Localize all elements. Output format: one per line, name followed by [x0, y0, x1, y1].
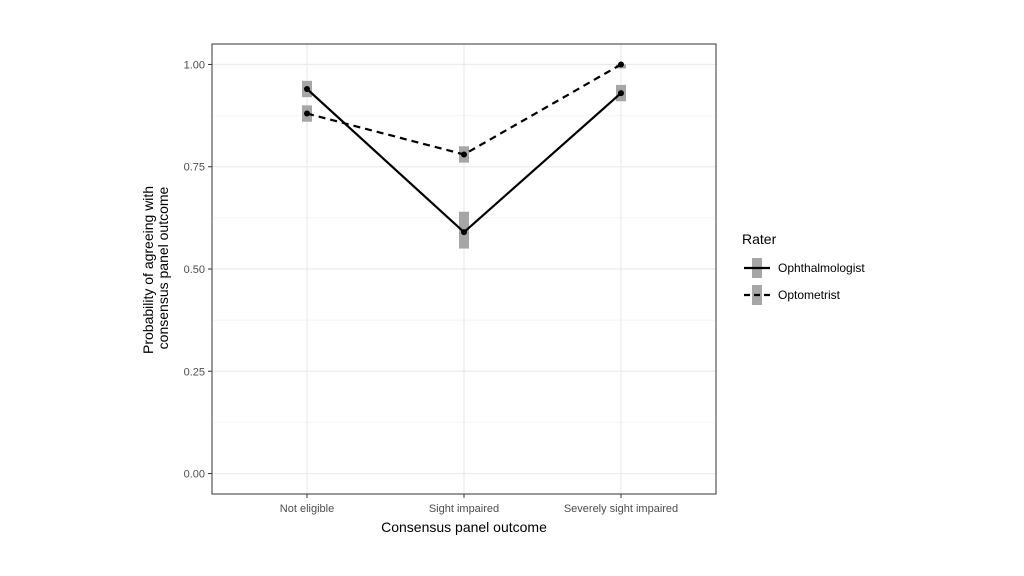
legend: Rater Ophthalmologist Optometrist: [742, 231, 865, 305]
legend-label: Optometrist: [778, 288, 841, 302]
data-point: [618, 61, 624, 68]
legend-key-optometrist: [744, 285, 770, 305]
y-axis-ticks: 0.00 0.25 0.50 0.75 1.00: [184, 59, 212, 481]
y-axis-title-line-2: consensus panel outcome: [155, 186, 171, 349]
y-tick-label: 0.75: [184, 162, 205, 174]
data-point: [618, 90, 624, 97]
x-axis-title: Consensus panel outcome: [381, 519, 547, 535]
x-tick-label: Not eligible: [280, 503, 334, 515]
data-point: [304, 86, 310, 92]
grid: [212, 44, 716, 494]
data-point: [461, 151, 467, 158]
x-tick-label: Sight impaired: [429, 503, 499, 515]
y-axis-title: Probability of agreeing with consensus p…: [140, 182, 171, 354]
x-tick-label: Severely sight impaired: [564, 503, 678, 515]
data-point: [461, 229, 467, 236]
y-tick-label: 0.50: [184, 264, 205, 276]
data-point: [304, 110, 310, 117]
legend-key-ophthalmologist: [744, 258, 770, 278]
x-axis-ticks: Not eligible Sight impaired Severely sight…: [280, 494, 678, 515]
y-tick-label: 1.00: [184, 59, 205, 71]
data-points: [304, 61, 624, 236]
y-axis-title-line-1: Probability of agreeing with: [140, 186, 156, 354]
y-tick-label: 0.00: [184, 469, 205, 481]
legend-label: Ophthalmologist: [778, 261, 865, 275]
y-tick-label: 0.25: [184, 366, 205, 378]
legend-title: Rater: [742, 231, 777, 247]
